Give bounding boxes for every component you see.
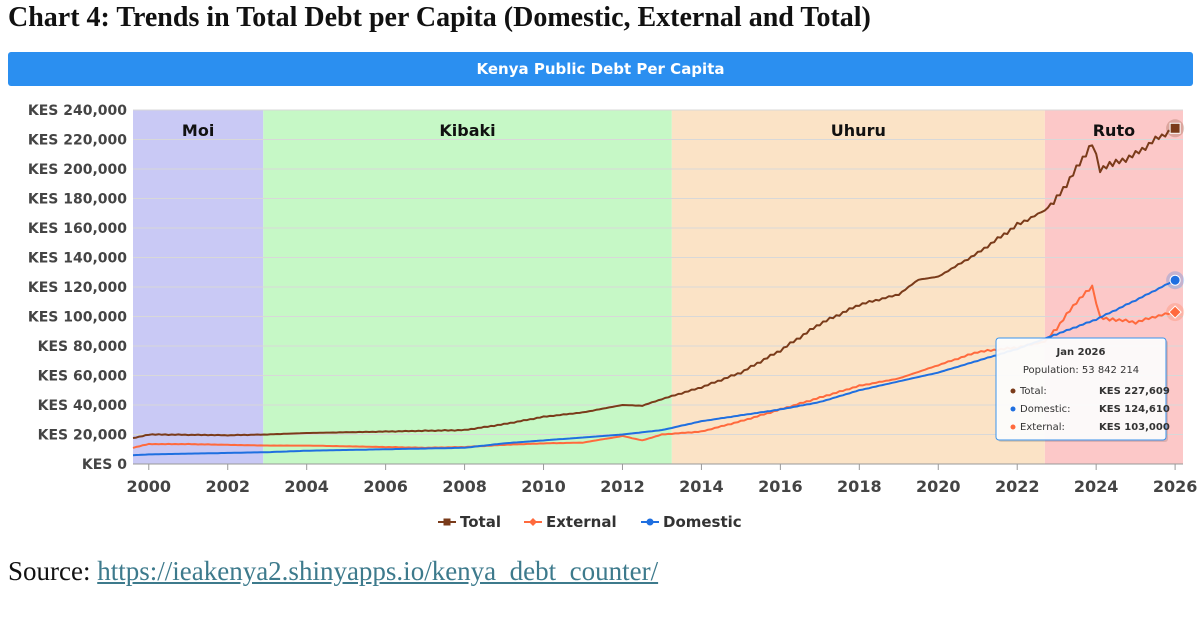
- x-tick-label: 2026: [1153, 477, 1198, 496]
- chart-title: Kenya Public Debt Per Capita: [476, 60, 725, 78]
- chart-title-banner: Kenya Public Debt Per Capita: [8, 52, 1193, 86]
- hover-tooltip: Jan 2026 Population: 53 842 214 Total: KES …: [995, 337, 1170, 442]
- y-tick-label: KES 140,000: [28, 251, 127, 267]
- y-tick-label: KES 220,000: [28, 133, 127, 149]
- x-tick-label: 2016: [758, 477, 803, 496]
- x-tick-label: 2000: [127, 477, 172, 496]
- y-tick-label: KES 240,000: [28, 103, 127, 119]
- x-tick-label: 2014: [679, 477, 724, 496]
- tooltip-value-external: KES 103,000: [1099, 422, 1170, 433]
- legend-marker-external: [529, 518, 537, 526]
- tooltip-label-external: External:: [1020, 422, 1065, 433]
- debt-per-capita-chart: Moi Kibaki Uhuru Ruto KES 0 KES 20,000 KES 40…: [28, 103, 1198, 531]
- total-end-marker: [1169, 122, 1181, 134]
- y-tick-label: KES 120,000: [28, 280, 127, 296]
- y-tick-label: KES 80,000: [38, 339, 128, 355]
- x-axis: 2000 2002 2004 2006 2008 2010 2012 2014 2016 2018…: [127, 463, 1198, 496]
- y-axis: KES 0 KES 20,000 KES 40,000 KES 60,000 KES 8…: [28, 103, 127, 473]
- legend-label-total: Total: [460, 513, 501, 531]
- series-line-total: [132, 127, 1176, 439]
- tooltip-dot-total: [1010, 388, 1016, 394]
- legend-label-domestic: Domestic: [663, 513, 742, 531]
- tooltip-value-total: KES 227,609: [1099, 386, 1170, 397]
- tooltip-date: Jan 2026: [1056, 347, 1106, 358]
- y-tick-label: KES 180,000: [28, 192, 127, 208]
- x-tick-label: 2004: [284, 477, 329, 496]
- x-tick-label: 2006: [363, 477, 408, 496]
- tooltip-dot-external: [1010, 424, 1016, 430]
- y-tick-label: KES 40,000: [38, 398, 128, 414]
- source-line: Source: https://ieakenya2.shinyapps.io/k…: [8, 556, 658, 587]
- source-link[interactable]: https://ieakenya2.shinyapps.io/kenya_deb…: [97, 556, 659, 586]
- source-prefix: Source:: [8, 556, 98, 586]
- era-label-ruto: Ruto: [1093, 121, 1135, 140]
- legend-label-external: External: [546, 513, 617, 531]
- era-label-moi: Moi: [182, 121, 214, 140]
- domestic-end-marker: [1169, 274, 1181, 286]
- external-end-marker: [1168, 305, 1182, 319]
- x-tick-label: 2018: [837, 477, 882, 496]
- x-tick-label: 2008: [442, 477, 487, 496]
- y-tick-label: KES 200,000: [28, 162, 127, 178]
- y-tick-label: KES 20,000: [38, 428, 128, 444]
- tooltip-value-domestic: KES 124,610: [1099, 404, 1170, 415]
- era-label-kibaki: Kibaki: [439, 121, 495, 140]
- tooltip-box: [995, 337, 1167, 441]
- era-labels: Moi Kibaki Uhuru Ruto: [182, 121, 1135, 140]
- y-tick-label: KES 160,000: [28, 221, 127, 237]
- y-tick-label: KES 100,000: [28, 310, 127, 326]
- x-tick-label: 2024: [1074, 477, 1119, 496]
- tooltip-label-total: Total:: [1019, 386, 1047, 397]
- legend-marker-total: [443, 518, 451, 526]
- x-tick-label: 2020: [916, 477, 961, 496]
- document-title: Chart 4: Trends in Total Debt per Capita…: [8, 2, 871, 33]
- y-tick-label: KES 0: [82, 457, 127, 473]
- legend-marker-domestic: [646, 518, 654, 526]
- era-label-uhuru: Uhuru: [831, 121, 886, 140]
- series-end-markers: [1166, 119, 1185, 322]
- tooltip-dot-domestic: [1010, 406, 1016, 412]
- chart-legend: Total External Domestic: [438, 513, 742, 531]
- x-tick-label: 2012: [600, 477, 645, 496]
- x-tick-label: 2022: [995, 477, 1040, 496]
- tooltip-population: Population: 53 842 214: [1023, 365, 1139, 376]
- x-tick-label: 2002: [205, 477, 250, 496]
- tooltip-label-domestic: Domestic:: [1020, 404, 1071, 415]
- x-tick-label: 2010: [521, 477, 566, 496]
- y-tick-label: KES 60,000: [38, 369, 128, 385]
